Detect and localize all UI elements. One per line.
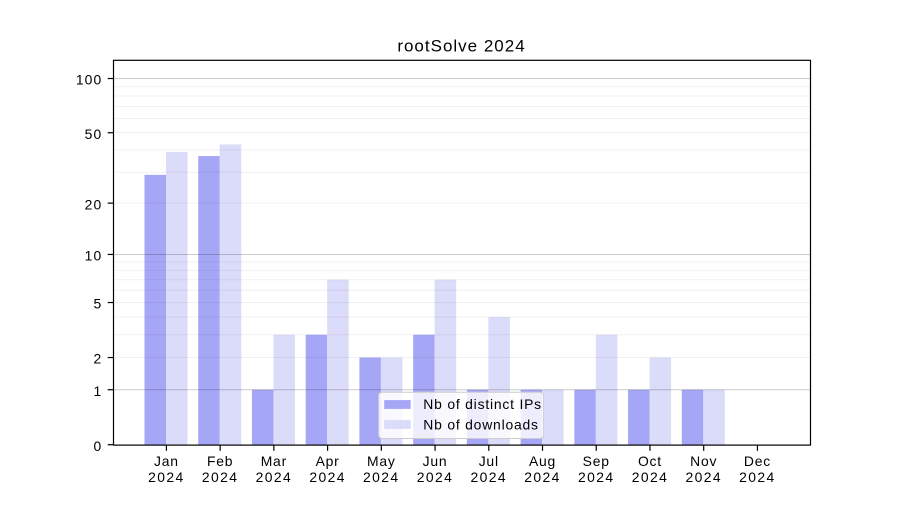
svg-text:Feb: Feb: [207, 453, 233, 469]
svg-text:10: 10: [85, 248, 103, 264]
svg-text:Dec: Dec: [744, 453, 771, 469]
svg-text:2024: 2024: [202, 469, 239, 485]
svg-text:2: 2: [93, 351, 102, 367]
svg-text:2024: 2024: [417, 469, 454, 485]
svg-text:2024: 2024: [148, 469, 185, 485]
svg-text:1: 1: [93, 383, 102, 399]
svg-text:20: 20: [85, 196, 103, 212]
svg-text:2024: 2024: [363, 469, 400, 485]
svg-text:2024: 2024: [739, 469, 776, 485]
svg-text:Nov: Nov: [690, 453, 717, 469]
svg-text:Jan: Jan: [154, 453, 179, 469]
svg-text:0: 0: [93, 438, 102, 454]
svg-text:2024: 2024: [578, 469, 615, 485]
svg-text:Aug: Aug: [529, 453, 556, 469]
svg-text:2024: 2024: [256, 469, 293, 485]
svg-text:Oct: Oct: [638, 453, 662, 469]
svg-text:2024: 2024: [632, 469, 669, 485]
svg-text:rootSolve 2024: rootSolve 2024: [397, 36, 525, 55]
svg-text:Jul: Jul: [479, 453, 499, 469]
svg-text:May: May: [367, 453, 396, 469]
svg-text:Nb of downloads: Nb of downloads: [423, 417, 538, 433]
svg-text:Apr: Apr: [316, 453, 340, 469]
svg-text:5: 5: [93, 296, 102, 312]
svg-text:Mar: Mar: [261, 453, 287, 469]
svg-text:2024: 2024: [685, 469, 722, 485]
svg-text:Nb of distinct IPs: Nb of distinct IPs: [423, 396, 542, 412]
svg-text:2024: 2024: [524, 469, 561, 485]
svg-text:Sep: Sep: [583, 453, 610, 469]
svg-text:50: 50: [85, 126, 103, 142]
svg-text:Jun: Jun: [423, 453, 448, 469]
svg-text:100: 100: [76, 72, 102, 88]
svg-text:2024: 2024: [309, 469, 346, 485]
svg-text:2024: 2024: [471, 469, 508, 485]
